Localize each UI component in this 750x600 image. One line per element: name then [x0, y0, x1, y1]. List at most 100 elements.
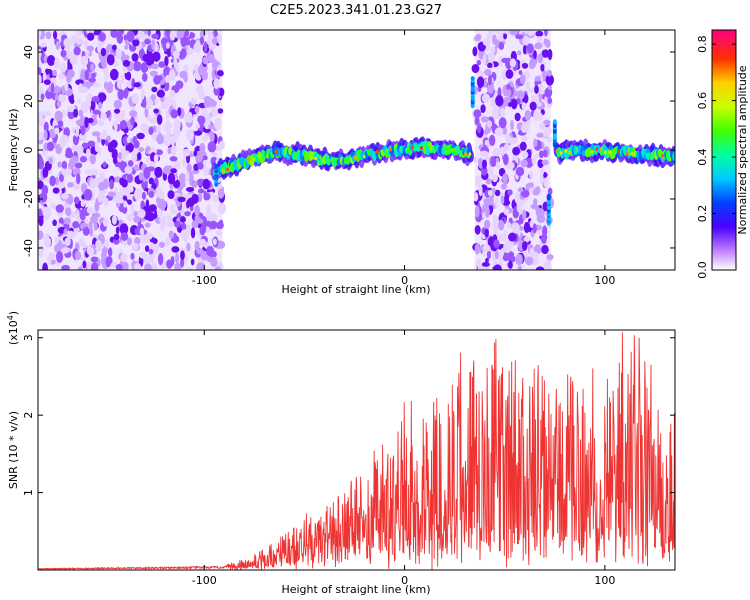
noise-blob	[115, 202, 121, 208]
noise-blob	[472, 156, 479, 163]
noise-blob	[66, 182, 74, 188]
noise-blob	[486, 120, 493, 128]
noise-blob	[545, 74, 555, 86]
noise-blob	[535, 30, 544, 37]
noise-blob	[490, 155, 497, 168]
noise-blob	[488, 74, 492, 86]
noise-blob	[159, 217, 166, 223]
noise-blob	[163, 96, 172, 104]
noise-blob	[503, 195, 510, 205]
noise-region	[471, 30, 555, 270]
noise-blob	[474, 225, 481, 235]
noise-blob	[178, 50, 185, 60]
noise-blob	[93, 212, 101, 218]
noise-blob	[534, 186, 541, 195]
noise-blob	[86, 32, 95, 41]
noise-blob	[172, 50, 180, 59]
noise-blob	[486, 32, 494, 39]
noise-blob	[111, 215, 117, 225]
noise-blob	[107, 81, 113, 89]
noise-blob	[90, 169, 99, 176]
noise-blob	[196, 248, 205, 255]
noise-blob	[526, 43, 534, 54]
noise-blob	[475, 33, 482, 40]
noise-region	[38, 30, 227, 270]
noise-blob	[521, 240, 528, 251]
noise-blob	[505, 135, 512, 144]
noise-blob	[99, 120, 105, 126]
noise-blob	[88, 209, 97, 215]
noise-blob	[508, 232, 517, 242]
noise-blob	[512, 146, 521, 156]
noise-blob	[154, 166, 163, 178]
noise-blob	[152, 51, 161, 62]
noise-blob	[107, 247, 113, 258]
noise-blob	[89, 153, 96, 165]
signal-peak	[256, 157, 260, 161]
noise-blob	[527, 30, 535, 37]
noise-blob	[71, 145, 79, 152]
spectrogram-plot-area	[38, 30, 675, 270]
noise-blob	[510, 255, 516, 263]
noise-blob	[536, 132, 545, 138]
signal-peak	[411, 145, 415, 150]
noise-blob	[191, 220, 199, 228]
noise-blob	[544, 87, 553, 98]
signal-peak	[221, 169, 225, 173]
noise-blob	[535, 266, 545, 270]
noise-blob	[533, 138, 538, 148]
noise-blob	[79, 156, 87, 163]
noise-blob	[59, 174, 64, 183]
noise-blob	[116, 77, 121, 90]
noise-blob	[116, 33, 124, 44]
noise-blob	[167, 190, 175, 200]
noise-blob	[483, 128, 489, 136]
noise-blob	[124, 165, 133, 174]
noise-blob	[90, 262, 99, 270]
signal-core	[672, 151, 675, 161]
noise-blob	[45, 31, 52, 40]
noise-blob	[190, 227, 196, 239]
noise-blob	[44, 176, 50, 183]
edge-streak	[546, 193, 551, 199]
noise-blob	[518, 70, 523, 76]
colorbar: 0.0 0.2 0.4 0.6 0.8 Normalized spectral ampl…	[696, 29, 749, 279]
noise-blob	[525, 81, 531, 93]
noise-blob	[129, 110, 138, 118]
signal-peak	[463, 152, 467, 156]
noise-blob	[482, 53, 487, 65]
colorbar-tick-label: 0.2	[696, 205, 709, 223]
noise-blob	[63, 38, 72, 48]
noise-blob	[169, 156, 178, 162]
noise-blob	[521, 62, 529, 69]
noise-blob	[95, 239, 102, 251]
noise-blob	[500, 195, 505, 205]
noise-blob	[180, 250, 185, 261]
noise-blob	[162, 200, 167, 208]
noise-blob	[486, 249, 491, 260]
noise-blob	[207, 98, 215, 107]
noise-blob	[98, 32, 107, 42]
signal-core	[573, 145, 578, 156]
noise-blob	[54, 57, 60, 70]
noise-blob	[130, 252, 135, 260]
noise-blob	[125, 142, 134, 153]
noise-blob	[165, 119, 171, 130]
noise-blob	[481, 262, 490, 267]
noise-blob	[144, 263, 152, 270]
noise-blob	[509, 30, 519, 36]
noise-blob	[478, 184, 483, 197]
noise-blob	[105, 256, 112, 268]
noise-blob	[130, 204, 135, 215]
noise-blob	[541, 49, 550, 58]
noise-blob	[529, 101, 537, 111]
noise-blob	[43, 79, 51, 85]
noise-blob	[75, 125, 80, 138]
noise-blob	[127, 237, 133, 246]
noise-blob	[543, 177, 549, 188]
noise-blob	[542, 149, 548, 158]
noise-blob	[547, 84, 553, 90]
noise-blob	[46, 55, 56, 67]
noise-blob	[75, 30, 83, 37]
noise-blob	[510, 98, 518, 110]
